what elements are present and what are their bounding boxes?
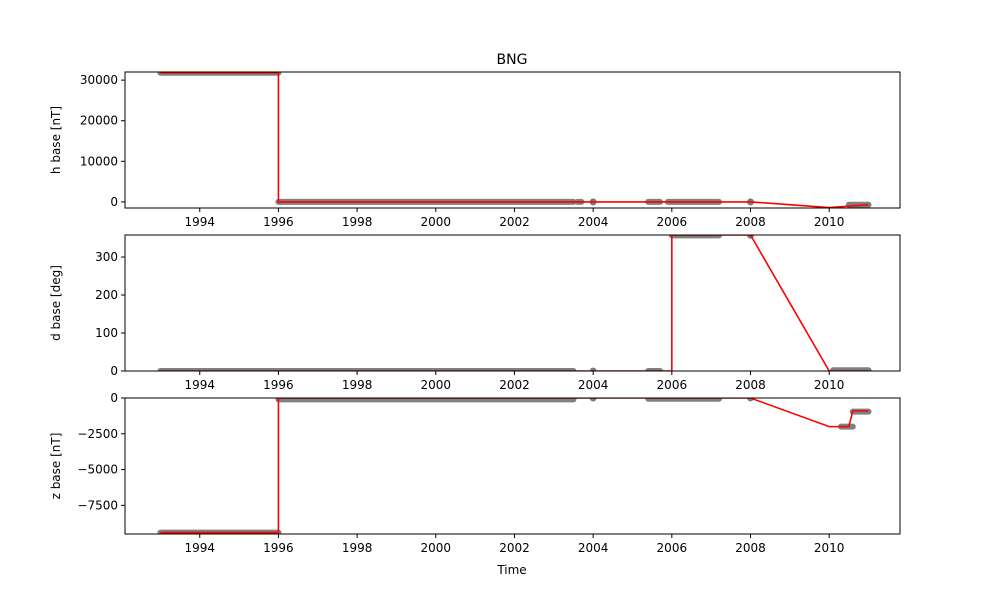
x-tick-label: 1994 <box>184 378 215 392</box>
x-tick-label: 2008 <box>735 541 766 555</box>
x-tick-label: 2000 <box>421 378 452 392</box>
x-tick-label: 1996 <box>263 541 294 555</box>
x-tick-label: 2010 <box>814 541 845 555</box>
x-tick-label: 1994 <box>184 215 215 229</box>
x-tick-label: 2008 <box>735 378 766 392</box>
y-tick-label: 30000 <box>80 73 118 87</box>
x-tick-label: 2010 <box>814 215 845 229</box>
y-tick-label: 300 <box>95 250 118 264</box>
x-tick-label: 1996 <box>263 378 294 392</box>
x-tick-label: 2002 <box>499 541 530 555</box>
x-tick-label: 2004 <box>578 378 609 392</box>
y-tick-label: 0 <box>110 195 118 209</box>
y-tick-label: −5000 <box>77 463 118 477</box>
x-tick-label: 1994 <box>184 541 215 555</box>
x-tick-label: 2004 <box>578 215 609 229</box>
x-tick-label: 1998 <box>342 215 373 229</box>
y-tick-label: 0 <box>110 391 118 405</box>
x-tick-label: 2000 <box>421 541 452 555</box>
y-tick-label: −2500 <box>77 427 118 441</box>
y-tick-label: 10000 <box>80 154 118 168</box>
x-tick-label: 2006 <box>657 541 688 555</box>
y-tick-label: −7500 <box>77 498 118 512</box>
x-tick-label: 1996 <box>263 215 294 229</box>
x-tick-label: 1998 <box>342 378 373 392</box>
y-tick-label: 20000 <box>80 114 118 128</box>
x-tick-label: 2000 <box>421 215 452 229</box>
y-tick-label: 200 <box>95 288 118 302</box>
x-tick-label: 2006 <box>657 378 688 392</box>
x-tick-label: 2010 <box>814 378 845 392</box>
x-tick-label: 2008 <box>735 215 766 229</box>
x-axis-label: Time <box>496 563 526 577</box>
x-tick-label: 2002 <box>499 215 530 229</box>
y-axis-label: h base [nT] <box>49 106 63 174</box>
x-tick-label: 2006 <box>657 215 688 229</box>
y-axis-label: d base [deg] <box>49 265 63 341</box>
y-axis-label: z base [nT] <box>49 433 63 500</box>
chart-title: BNG <box>497 52 528 68</box>
y-tick-label: 0 <box>110 364 118 378</box>
x-tick-label: 1998 <box>342 541 373 555</box>
x-tick-label: 2002 <box>499 378 530 392</box>
x-tick-label: 2004 <box>578 541 609 555</box>
y-tick-label: 100 <box>95 326 118 340</box>
